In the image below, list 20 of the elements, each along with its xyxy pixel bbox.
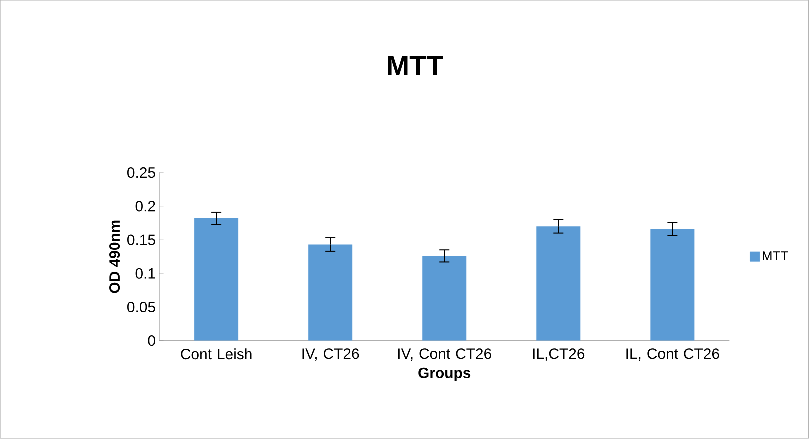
x-tick-label: IV, Cont CT26	[398, 348, 492, 362]
y-tick-label: 0.25	[128, 168, 156, 178]
x-tick-label: Cont Leish	[181, 348, 252, 360]
y-axis-title: OD 490nm	[110, 220, 120, 294]
legend-label: MTT	[763, 252, 788, 261]
y-tick-label: 0.2	[136, 201, 156, 212]
bar	[650, 229, 695, 341]
chart-title: MTT	[388, 56, 444, 76]
x-axis-title: Groups	[418, 368, 471, 382]
y-tick-label: 0	[148, 336, 156, 346]
bar	[308, 244, 353, 341]
y-tick-label: 0.1	[136, 268, 156, 279]
y-tick-label: 0.05	[128, 302, 156, 313]
bar	[536, 226, 581, 341]
x-tick-label: IV, CT26	[302, 348, 360, 362]
bar	[194, 218, 239, 341]
y-tick-label: 0.15	[128, 234, 156, 246]
x-tick-label: IL,CT26	[533, 348, 585, 362]
x-tick-label: IL, Cont CT26	[626, 348, 720, 362]
bar	[422, 256, 467, 341]
